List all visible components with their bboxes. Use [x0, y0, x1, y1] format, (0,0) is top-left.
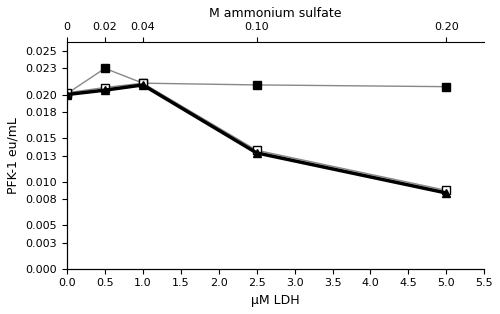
Y-axis label: PFK-1 eu/mL: PFK-1 eu/mL [7, 117, 20, 194]
X-axis label: M ammonium sulfate: M ammonium sulfate [210, 7, 342, 20]
X-axis label: μM LDH: μM LDH [252, 294, 300, 307]
